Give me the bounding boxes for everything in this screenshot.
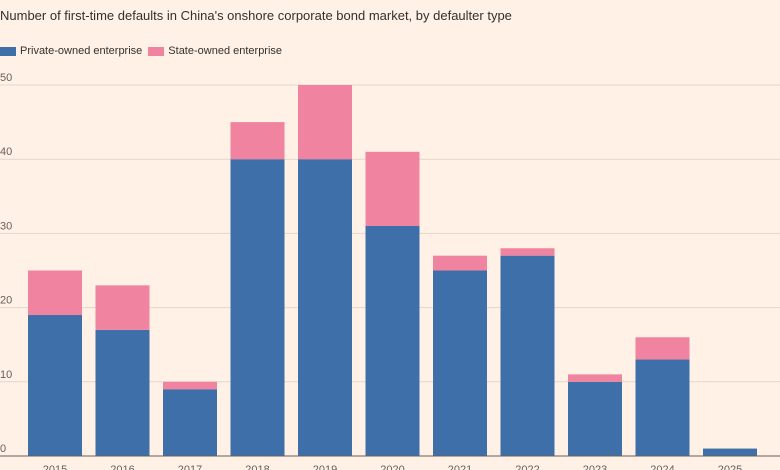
legend-label-private: Private-owned enterprise (20, 45, 143, 57)
bar-state-owned (365, 151, 420, 226)
x-tick-label: 2017 (178, 464, 202, 470)
x-tick-label: 2019 (313, 464, 337, 470)
y-tick-label: 0 (0, 443, 6, 455)
bar-private-owned (635, 359, 690, 456)
y-tick-label: 30 (0, 220, 12, 232)
legend-item-state: State-owned enterprise (148, 45, 282, 57)
bar-private-owned (500, 255, 555, 456)
bar-state-owned (163, 381, 217, 390)
bar-state-owned (433, 255, 487, 271)
legend-label-state: State-owned enterprise (168, 45, 283, 57)
x-tick-label: 2015 (43, 464, 67, 470)
bar-private-owned (703, 448, 757, 456)
bar-private-owned (298, 159, 352, 456)
bar-state-owned (568, 374, 622, 382)
x-tick-label: 2016 (110, 464, 134, 470)
x-tick-label: 2025 (718, 464, 742, 470)
bar-state-owned (500, 248, 555, 256)
chart-legend: Private-owned enterprise State-owned ent… (0, 45, 288, 57)
legend-swatch-private (0, 46, 16, 56)
x-tick-label: 2020 (380, 464, 404, 470)
legend-swatch-state (148, 46, 165, 56)
bar-private-owned (28, 315, 82, 456)
y-tick-label: 50 (0, 72, 12, 84)
bar-state-owned (95, 285, 150, 330)
chart-title: Number of first-time defaults in China's… (0, 8, 512, 23)
bar-private-owned (230, 159, 285, 456)
y-tick-label: 20 (0, 295, 12, 307)
x-tick-label: 2018 (245, 464, 269, 470)
bar-state-owned (635, 337, 690, 360)
x-tick-label: 2024 (650, 464, 674, 470)
bar-private-owned (163, 389, 217, 456)
bar-private-owned (433, 270, 487, 456)
bar-private-owned (365, 225, 420, 456)
x-tick-label: 2023 (583, 464, 607, 470)
x-tick-label: 2022 (515, 464, 539, 470)
bar-state-owned (28, 270, 82, 316)
bar-state-owned (298, 85, 352, 160)
bar-private-owned (95, 329, 150, 456)
legend-item-private: Private-owned enterprise (0, 45, 142, 57)
bar-state-owned (230, 122, 285, 160)
bar-private-owned (568, 381, 622, 456)
y-tick-label: 10 (0, 369, 12, 381)
y-tick-label: 40 (0, 146, 12, 158)
x-tick-label: 2021 (448, 464, 472, 470)
